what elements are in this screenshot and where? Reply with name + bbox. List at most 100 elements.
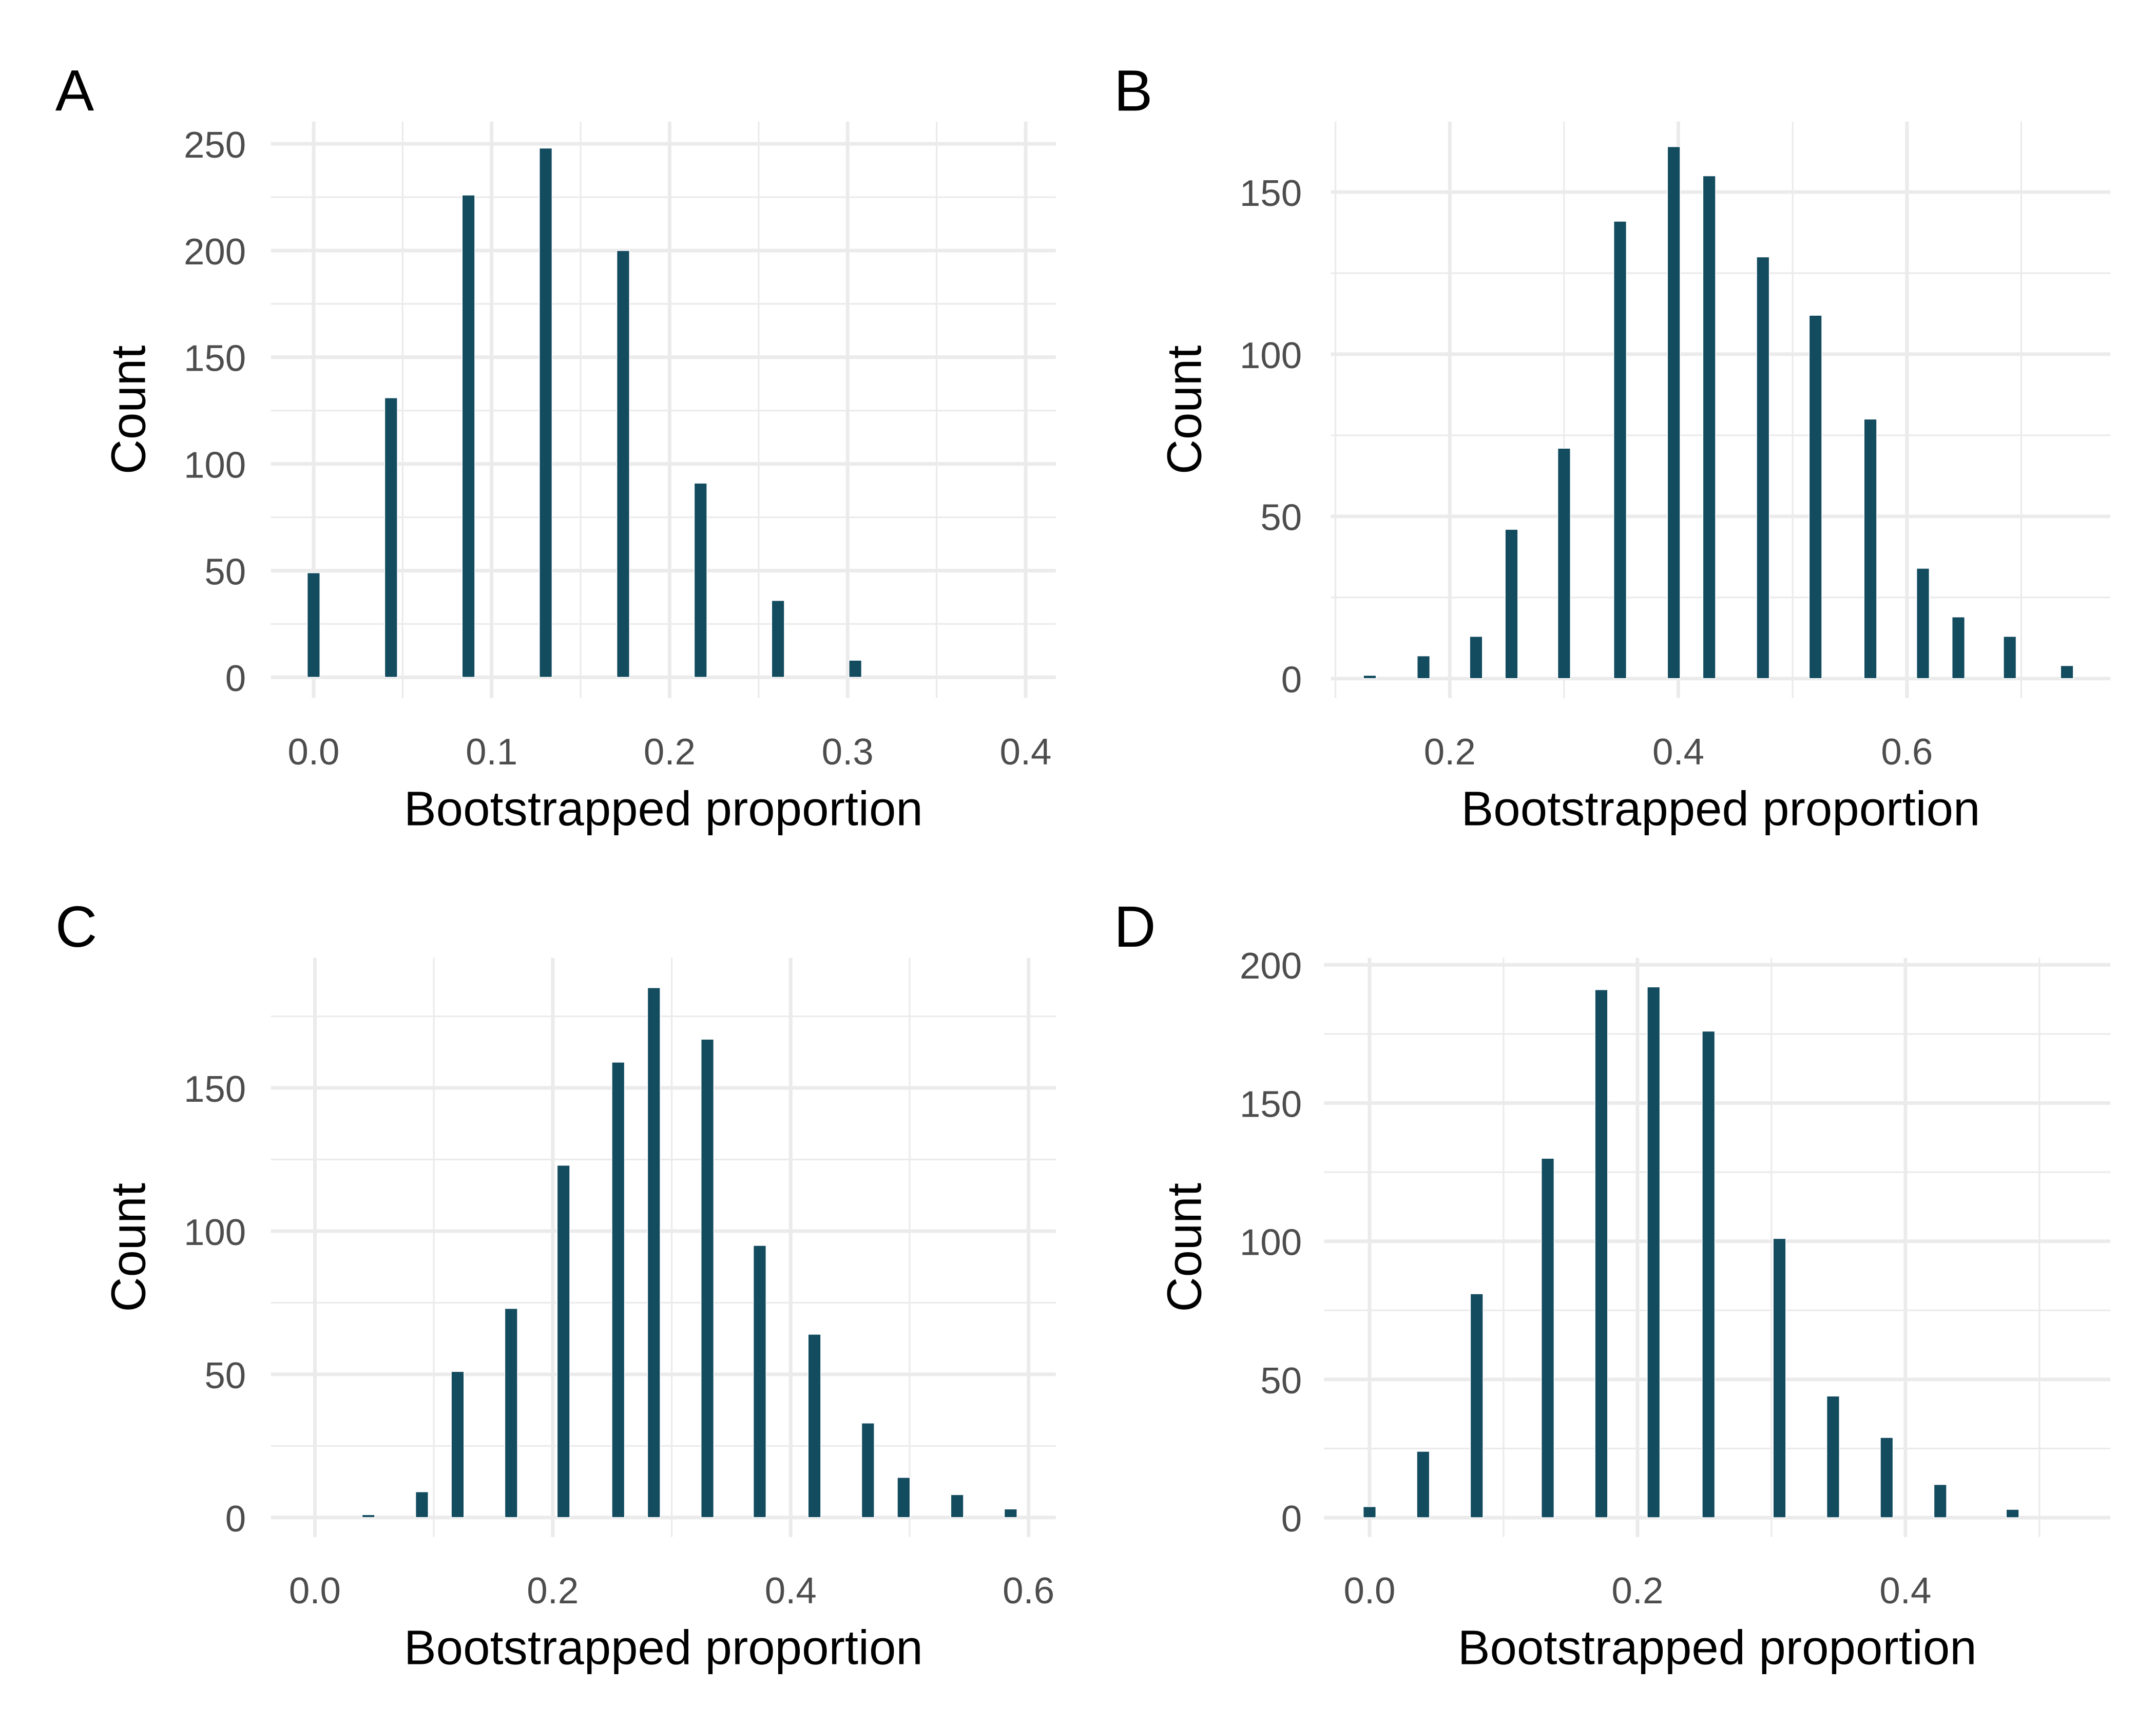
bar bbox=[504, 1308, 518, 1518]
bar bbox=[1826, 1395, 1840, 1518]
y-tick-label: 150 bbox=[1240, 172, 1302, 214]
bar bbox=[1470, 1293, 1484, 1518]
y-tick-label: 200 bbox=[1240, 945, 1302, 987]
x-tick-label: 0.6 bbox=[1881, 731, 1933, 773]
y-tick-label: 100 bbox=[1240, 1222, 1302, 1263]
x-tick-label: 0.4 bbox=[1652, 731, 1704, 773]
bar bbox=[1933, 1484, 1947, 1518]
bar bbox=[451, 1371, 465, 1518]
bar bbox=[1880, 1437, 1894, 1518]
y-tick-label: 50 bbox=[1260, 1360, 1302, 1402]
bar bbox=[361, 1514, 375, 1518]
bar bbox=[1594, 989, 1608, 1518]
y-tick-label: 150 bbox=[184, 1068, 246, 1110]
y-tick-label: 0 bbox=[1281, 659, 1302, 701]
bar bbox=[1667, 146, 1681, 679]
y-axis-title: Count bbox=[102, 346, 156, 474]
bar bbox=[1702, 175, 1716, 679]
y-tick-label: 0 bbox=[225, 658, 246, 699]
bar bbox=[1416, 1451, 1430, 1518]
bar bbox=[861, 1422, 875, 1518]
x-tick-label: 0.6 bbox=[1003, 1570, 1054, 1612]
bar bbox=[753, 1245, 767, 1518]
x-axis-title: Bootstrapped proportion bbox=[404, 1621, 923, 1675]
bar bbox=[1557, 448, 1571, 679]
bar bbox=[538, 147, 553, 678]
bar bbox=[415, 1491, 429, 1518]
panel-b: 0 50 100 150 0.2 0.4 0.6 Bootstrapped proportio… bbox=[1114, 58, 2111, 835]
panel-d: 0 50 100 150 200 0.0 0.2 0.4 Bootstrapped propor… bbox=[1114, 894, 2111, 1675]
bar bbox=[950, 1494, 964, 1518]
bar bbox=[771, 600, 785, 678]
bar bbox=[1951, 616, 1966, 679]
x-tick-label: 0.4 bbox=[999, 731, 1051, 773]
x-axis-title: Bootstrapped proportion bbox=[1458, 1621, 1977, 1675]
y-tick-label: 100 bbox=[184, 1212, 246, 1253]
x-tick-label: 0.2 bbox=[644, 731, 696, 773]
bar bbox=[2060, 665, 2074, 679]
panel-tag: A bbox=[55, 58, 94, 123]
bar bbox=[616, 250, 630, 678]
x-axis-title: Bootstrapped proportion bbox=[1461, 781, 1980, 835]
bar bbox=[700, 1039, 715, 1518]
bar bbox=[1613, 221, 1627, 679]
bar bbox=[1773, 1238, 1786, 1518]
bar bbox=[1647, 986, 1661, 1518]
bar bbox=[1362, 1506, 1377, 1518]
y-tick-label: 100 bbox=[184, 445, 246, 486]
y-tick-label: 50 bbox=[204, 551, 246, 592]
bar bbox=[1363, 675, 1377, 679]
y-tick-label: 150 bbox=[1240, 1083, 1302, 1125]
bar bbox=[556, 1164, 570, 1518]
y-tick-label: 50 bbox=[1260, 497, 1302, 539]
x-tick-label: 0.0 bbox=[1343, 1570, 1395, 1612]
bar bbox=[384, 397, 398, 678]
x-tick-label: 0.0 bbox=[289, 1570, 341, 1612]
panel-tag: B bbox=[1114, 58, 1152, 123]
x-tick-label: 0.2 bbox=[527, 1570, 579, 1612]
x-tick-label: 0.3 bbox=[822, 731, 874, 773]
y-tick-label: 0 bbox=[225, 1498, 246, 1540]
bar bbox=[1863, 418, 1877, 679]
x-tick-label: 0.2 bbox=[1424, 731, 1476, 773]
x-tick-label: 0.4 bbox=[765, 1570, 817, 1612]
y-axis-title: Count bbox=[1158, 1183, 1211, 1312]
panel-tag: D bbox=[1114, 894, 1156, 959]
x-tick-label: 0.0 bbox=[287, 731, 339, 773]
panel-tag: C bbox=[55, 894, 98, 959]
bar bbox=[1541, 1158, 1555, 1518]
bar bbox=[1808, 315, 1822, 679]
bar bbox=[848, 660, 862, 678]
y-tick-label: 250 bbox=[184, 124, 246, 166]
bar bbox=[2006, 1509, 2019, 1518]
bar bbox=[1916, 568, 1930, 679]
y-tick-label: 100 bbox=[1240, 335, 1302, 376]
y-axis-title: Count bbox=[102, 1183, 156, 1312]
bar bbox=[1004, 1508, 1018, 1518]
x-axis-title: Bootstrapped proportion bbox=[404, 781, 923, 835]
bar bbox=[694, 483, 707, 678]
bar bbox=[647, 987, 661, 1518]
bar bbox=[1702, 1030, 1716, 1518]
bar bbox=[611, 1062, 625, 1518]
y-tick-label: 50 bbox=[204, 1355, 246, 1396]
bar bbox=[807, 1334, 821, 1518]
y-axis-title: Count bbox=[1158, 346, 1211, 474]
y-tick-label: 200 bbox=[184, 231, 246, 273]
bar bbox=[461, 195, 475, 678]
bar bbox=[1756, 256, 1770, 679]
x-tick-label: 0.4 bbox=[1879, 1570, 1931, 1612]
panel-a: 0 50 100 150 200 250 0.0 0.1 0.2 0.3 0.4 Bootstrapp… bbox=[55, 58, 1056, 835]
bar bbox=[897, 1477, 911, 1518]
bar bbox=[2003, 636, 2017, 679]
y-tick-label: 0 bbox=[1281, 1498, 1302, 1540]
x-tick-label: 0.1 bbox=[466, 731, 517, 773]
bar bbox=[1469, 636, 1483, 679]
panel-c: 0 50 100 150 0.0 0.2 0.4 0.6 Bootstrapped propor… bbox=[55, 894, 1056, 1675]
y-tick-label: 150 bbox=[184, 338, 246, 379]
x-tick-label: 0.2 bbox=[1611, 1570, 1663, 1612]
bar bbox=[306, 572, 321, 678]
bar bbox=[1416, 655, 1431, 679]
bar bbox=[1505, 529, 1518, 679]
